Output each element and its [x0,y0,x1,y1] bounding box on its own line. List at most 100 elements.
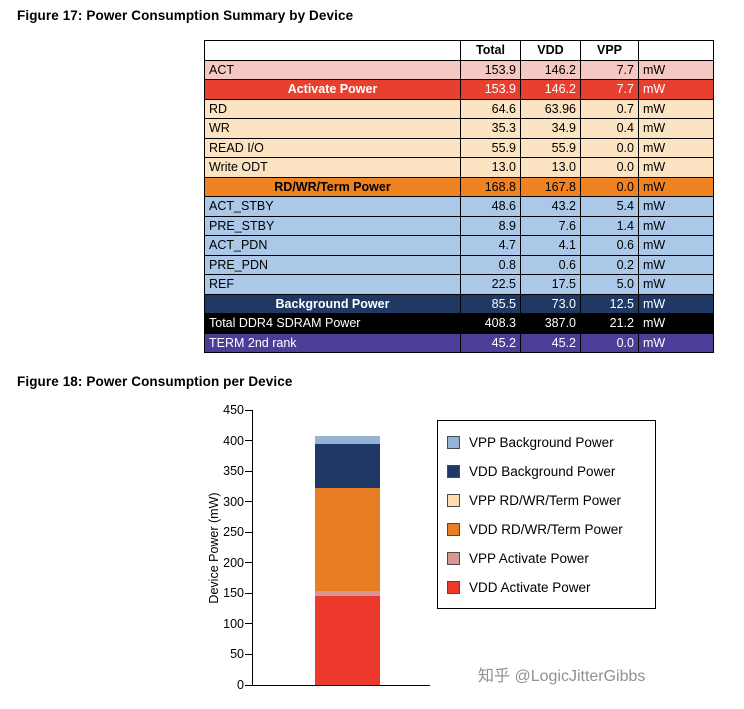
table-cell: mW [638,176,714,197]
y-tick-label: 150 [223,586,244,601]
table-cell: 146.2 [520,79,581,100]
table-cell: READ I/O [204,137,461,158]
table-cell: 168.8 [460,176,521,197]
table-cell: Background Power [204,293,461,314]
chart-legend: VPP Background Power VDD Background Power… [437,420,656,609]
table-row: WR 35.3 34.9 0.4 mW [204,118,714,139]
table-cell: WR [204,118,461,139]
y-tick-label: 0 [237,678,244,692]
table-cell: 7.6 [520,215,581,236]
table-cell: 153.9 [460,79,521,100]
table-cell: mW [638,332,714,353]
table-cell: 4.1 [520,235,581,256]
table-cell: RD [204,98,461,119]
table-cell: mW [638,313,714,334]
table-cell: 13.0 [460,157,521,178]
table-header-row: Total VDD VPP [204,40,714,61]
y-tick-label: 300 [223,494,244,509]
legend-swatch-icon [447,464,460,478]
table-cell: 387.0 [520,313,581,334]
table-row: TERM 2nd rank 45.2 45.2 0.0 mW [204,332,714,353]
legend-swatch-icon [447,435,460,449]
table-row: Background Power 85.5 73.0 12.5 mW [204,293,714,314]
y-tick-label: 100 [223,616,244,631]
table-cell: 22.5 [460,274,521,295]
legend-label: VPP Background Power [469,434,614,450]
table-cell: 48.6 [460,196,521,217]
table-cell: mW [638,254,714,275]
table-cell: 45.2 [460,332,521,353]
y-tick-label: 250 [223,525,244,540]
table-cell: Write ODT [204,157,461,178]
table-cell: 64.6 [460,98,521,119]
table-cell: 0.8 [460,254,521,275]
table-cell: REF [204,274,461,295]
table-cell: mW [638,235,714,256]
y-tick-label: 400 [223,433,244,448]
table-cell: 5.4 [580,196,639,217]
y-tick-mark [245,501,252,503]
table-row: ACT 153.9 146.2 7.7 mW [204,59,714,80]
table-cell: RD/WR/Term Power [204,176,461,197]
y-tick-mark [245,440,252,442]
table-cell: ACT [204,59,461,80]
legend-label: VDD Background Power [469,463,616,479]
table-cell: mW [638,79,714,100]
y-tick-label: 450 [223,403,244,417]
table-cell: 1.4 [580,215,639,236]
table-row: RD/WR/Term Power 168.8 167.8 0.0 mW [204,176,714,197]
table-cell: 73.0 [520,293,581,314]
table-row: ACT_STBY 48.6 43.2 5.4 mW [204,196,714,217]
table-cell: 0.7 [580,98,639,119]
table-cell: mW [638,118,714,139]
table-cell: 8.9 [460,215,521,236]
table-cell: 13.0 [520,157,581,178]
table-row: ACT_PDN 4.7 4.1 0.6 mW [204,235,714,256]
table-cell: mW [638,98,714,119]
table-cell: 0.0 [580,137,639,158]
plot-area: 0 50 100 150 200 250 300 350 400 450 [223,403,430,692]
figure17-caption: Figure 17: Power Consumption Summary by … [17,8,354,23]
table-row: Write ODT 13.0 13.0 0.0 mW [204,157,714,178]
table-cell: 7.7 [580,79,639,100]
legend-label: VPP Activate Power [469,550,589,566]
table-cell: mW [638,137,714,158]
legend-label: VDD Activate Power [469,579,591,595]
table-cell: 43.2 [520,196,581,217]
table-cell: 35.3 [460,118,521,139]
table-cell: 0.0 [580,157,639,178]
y-tick-label: 350 [223,464,244,479]
legend-label: VDD RD/WR/Term Power [469,521,623,537]
y-tick-label: 50 [230,647,244,662]
column-header: VDD [520,40,581,61]
table-cell: 5.0 [580,274,639,295]
table-cell: ACT_STBY [204,196,461,217]
y-tick-mark [245,470,252,472]
bar-segment-vpp-background-power [315,436,380,444]
table-row: RD 64.6 63.96 0.7 mW [204,98,714,119]
table-cell: PRE_PDN [204,254,461,275]
legend-item: VDD RD/WR/Term Power [447,519,646,539]
table-row: READ I/O 55.9 55.9 0.0 mW [204,137,714,158]
bar-segment-vdd-background-power [315,443,380,489]
table-cell: mW [638,196,714,217]
table-cell: 0.0 [580,332,639,353]
table-cell: ACT_PDN [204,235,461,256]
table-cell: 0.6 [580,235,639,256]
table-row: PRE_PDN 0.8 0.6 0.2 mW [204,254,714,275]
table-cell: Activate Power [204,79,461,100]
table-cell: mW [638,274,714,295]
legend-label: VPP RD/WR/Term Power [469,492,622,508]
table-cell: 4.7 [460,235,521,256]
table-cell: 12.5 [580,293,639,314]
y-tick-mark [245,562,252,564]
table-cell: 45.2 [520,332,581,353]
table-cell: 0.2 [580,254,639,275]
legend-item: VPP Background Power [447,432,646,452]
figure18-caption: Figure 18: Power Consumption per Device [17,374,293,389]
y-tick-mark [245,684,252,686]
table-cell: TERM 2nd rank [204,332,461,353]
column-header [638,40,714,61]
y-tick-mark [245,623,252,625]
